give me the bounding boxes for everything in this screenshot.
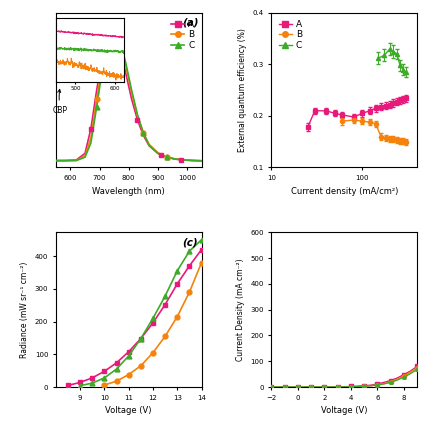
Text: (c): (c) [183, 237, 198, 247]
Y-axis label: Current Density (mA cm⁻²): Current Density (mA cm⁻²) [236, 258, 245, 361]
X-axis label: Voltage (V): Voltage (V) [105, 406, 152, 415]
Text: (a): (a) [183, 18, 199, 28]
Y-axis label: Radiance (mW sr⁻¹ cm⁻²): Radiance (mW sr⁻¹ cm⁻²) [20, 261, 29, 358]
Y-axis label: External quantum efficiency (%): External quantum efficiency (%) [238, 28, 247, 152]
X-axis label: Wavelength (nm): Wavelength (nm) [92, 187, 165, 196]
Text: CBP: CBP [53, 89, 68, 115]
X-axis label: Current density (mA/cm²): Current density (mA/cm²) [291, 187, 398, 196]
Legend: A, B, C: A, B, C [168, 17, 197, 52]
Legend: A, B, C: A, B, C [276, 17, 305, 52]
X-axis label: Voltage (V): Voltage (V) [321, 406, 368, 415]
